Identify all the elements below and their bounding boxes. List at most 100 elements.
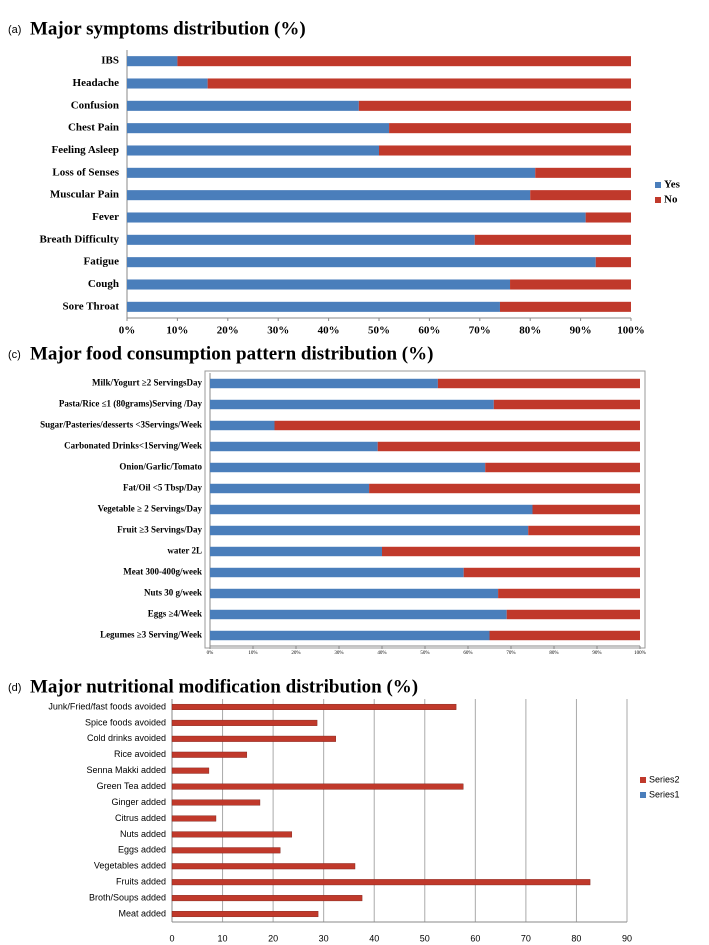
bar: [171, 783, 464, 790]
y-tick-label: Chest Pain: [68, 122, 119, 134]
bar-segment: [210, 378, 438, 389]
legend-swatch: [655, 182, 661, 188]
y-tick-label: Vegetable ≥ 2 Servings/Day: [98, 504, 203, 514]
x-tick-label: 90: [622, 933, 632, 943]
y-tick-label: Milk/Yogurt ≥2 ServingsDay: [92, 378, 202, 388]
x-tick-label: 100%: [634, 651, 646, 656]
bar-segment: [210, 504, 533, 515]
bar-segment: [127, 123, 390, 134]
bar-segment: [210, 483, 370, 494]
legend-swatch: [640, 777, 646, 783]
bar-segment: [377, 441, 640, 452]
x-tick-label: 0%: [207, 651, 214, 656]
bar-segment: [210, 462, 486, 473]
y-tick-label: Fatigue: [84, 256, 120, 268]
y-tick-label: water 2L: [167, 546, 202, 556]
y-tick-label: Breath Difficulty: [39, 233, 119, 245]
x-tick-label: 10: [218, 933, 228, 943]
x-tick-label: 40%: [318, 325, 340, 337]
x-tick-label: 30: [319, 933, 329, 943]
x-tick-label: 70: [521, 933, 531, 943]
bar-segment: [382, 546, 640, 557]
bar: [171, 815, 217, 822]
bar-segment: [210, 525, 529, 536]
bar-segment: [127, 301, 500, 312]
y-tick-label: Senna Makki added: [86, 765, 166, 775]
bar-segment: [535, 167, 631, 178]
bar-segment: [485, 462, 640, 473]
x-tick-label: 20%: [217, 325, 239, 337]
x-tick-label: 30%: [334, 651, 343, 656]
x-tick-label: 50%: [368, 325, 390, 337]
x-tick-label: 90%: [570, 325, 592, 337]
bar-segment: [127, 190, 531, 201]
bar-segment: [528, 525, 640, 536]
chart-title: Major nutritional modification distribut…: [30, 676, 418, 697]
bar: [171, 879, 591, 886]
x-tick-label: 60: [470, 933, 480, 943]
bar-segment: [210, 399, 494, 410]
bar-segment: [369, 483, 640, 494]
bar-segment: [207, 78, 631, 89]
x-tick-label: 80%: [549, 651, 558, 656]
panel-label: (d): [8, 682, 21, 694]
x-tick-label: 0: [169, 933, 174, 943]
y-tick-label: Eggs ≥4/Week: [148, 609, 202, 619]
bar-segment: [489, 630, 640, 641]
y-tick-label: Muscular Pain: [50, 189, 119, 201]
y-tick-label: Green Tea added: [97, 781, 166, 791]
y-tick-label: Junk/Fried/fast foods avoided: [48, 701, 166, 711]
x-tick-label: 30%: [267, 325, 289, 337]
y-tick-label: Eggs added: [118, 845, 166, 855]
bar: [171, 831, 293, 838]
bar-segment: [498, 588, 640, 599]
x-tick-label: 20: [268, 933, 278, 943]
x-tick-label: 10%: [248, 651, 257, 656]
bar-segment: [532, 504, 640, 515]
y-tick-label: Cold drinks avoided: [87, 733, 166, 743]
y-tick-label: Pasta/Rice ≤1 (80grams)Serving /Day: [59, 399, 203, 409]
x-tick-label: 20%: [291, 651, 300, 656]
x-tick-label: 50: [420, 933, 430, 943]
bar-segment: [493, 399, 640, 410]
y-tick-label: Fever: [92, 211, 119, 223]
bar: [171, 719, 318, 726]
bar-segment: [210, 630, 490, 641]
legend-label: Yes: [664, 179, 681, 191]
bar-segment: [595, 257, 631, 268]
bar-segment: [585, 212, 631, 223]
y-tick-label: Cough: [88, 278, 119, 290]
y-tick-label: Sugar/Pasteries/desserts <3Servings/Week: [40, 420, 202, 430]
y-tick-label: Meat added: [118, 908, 166, 918]
bar-segment: [127, 234, 475, 245]
x-tick-label: 70%: [506, 651, 515, 656]
bar-segment: [499, 301, 631, 312]
y-tick-label: Sore Throat: [62, 300, 119, 312]
bar: [171, 735, 337, 742]
y-tick-label: IBS: [101, 55, 119, 67]
bar: [171, 751, 248, 758]
x-tick-label: 0%: [119, 325, 136, 337]
legend-swatch: [655, 197, 661, 203]
bar-segment: [127, 212, 586, 223]
bar-segment: [358, 100, 631, 111]
y-tick-label: Carbonated Drinks<1Serving/Week: [64, 441, 202, 451]
bar-segment: [127, 56, 178, 67]
x-tick-label: 60%: [418, 325, 440, 337]
bar-segment: [177, 56, 631, 67]
bar-segment: [463, 567, 640, 578]
y-tick-label: Broth/Soups added: [89, 892, 166, 902]
x-tick-label: 80%: [519, 325, 541, 337]
x-tick-label: 40%: [377, 651, 386, 656]
bar: [171, 703, 457, 710]
bar-segment: [127, 145, 379, 156]
bar-segment: [437, 378, 640, 389]
y-tick-label: Nuts 30 g/week: [144, 588, 202, 598]
legend-label: Series1: [649, 789, 680, 799]
x-tick-label: 50%: [420, 651, 429, 656]
bar-segment: [506, 609, 640, 620]
bar-segment: [127, 257, 596, 268]
y-tick-label: Rice avoided: [114, 749, 166, 759]
legend-label: No: [664, 194, 678, 206]
